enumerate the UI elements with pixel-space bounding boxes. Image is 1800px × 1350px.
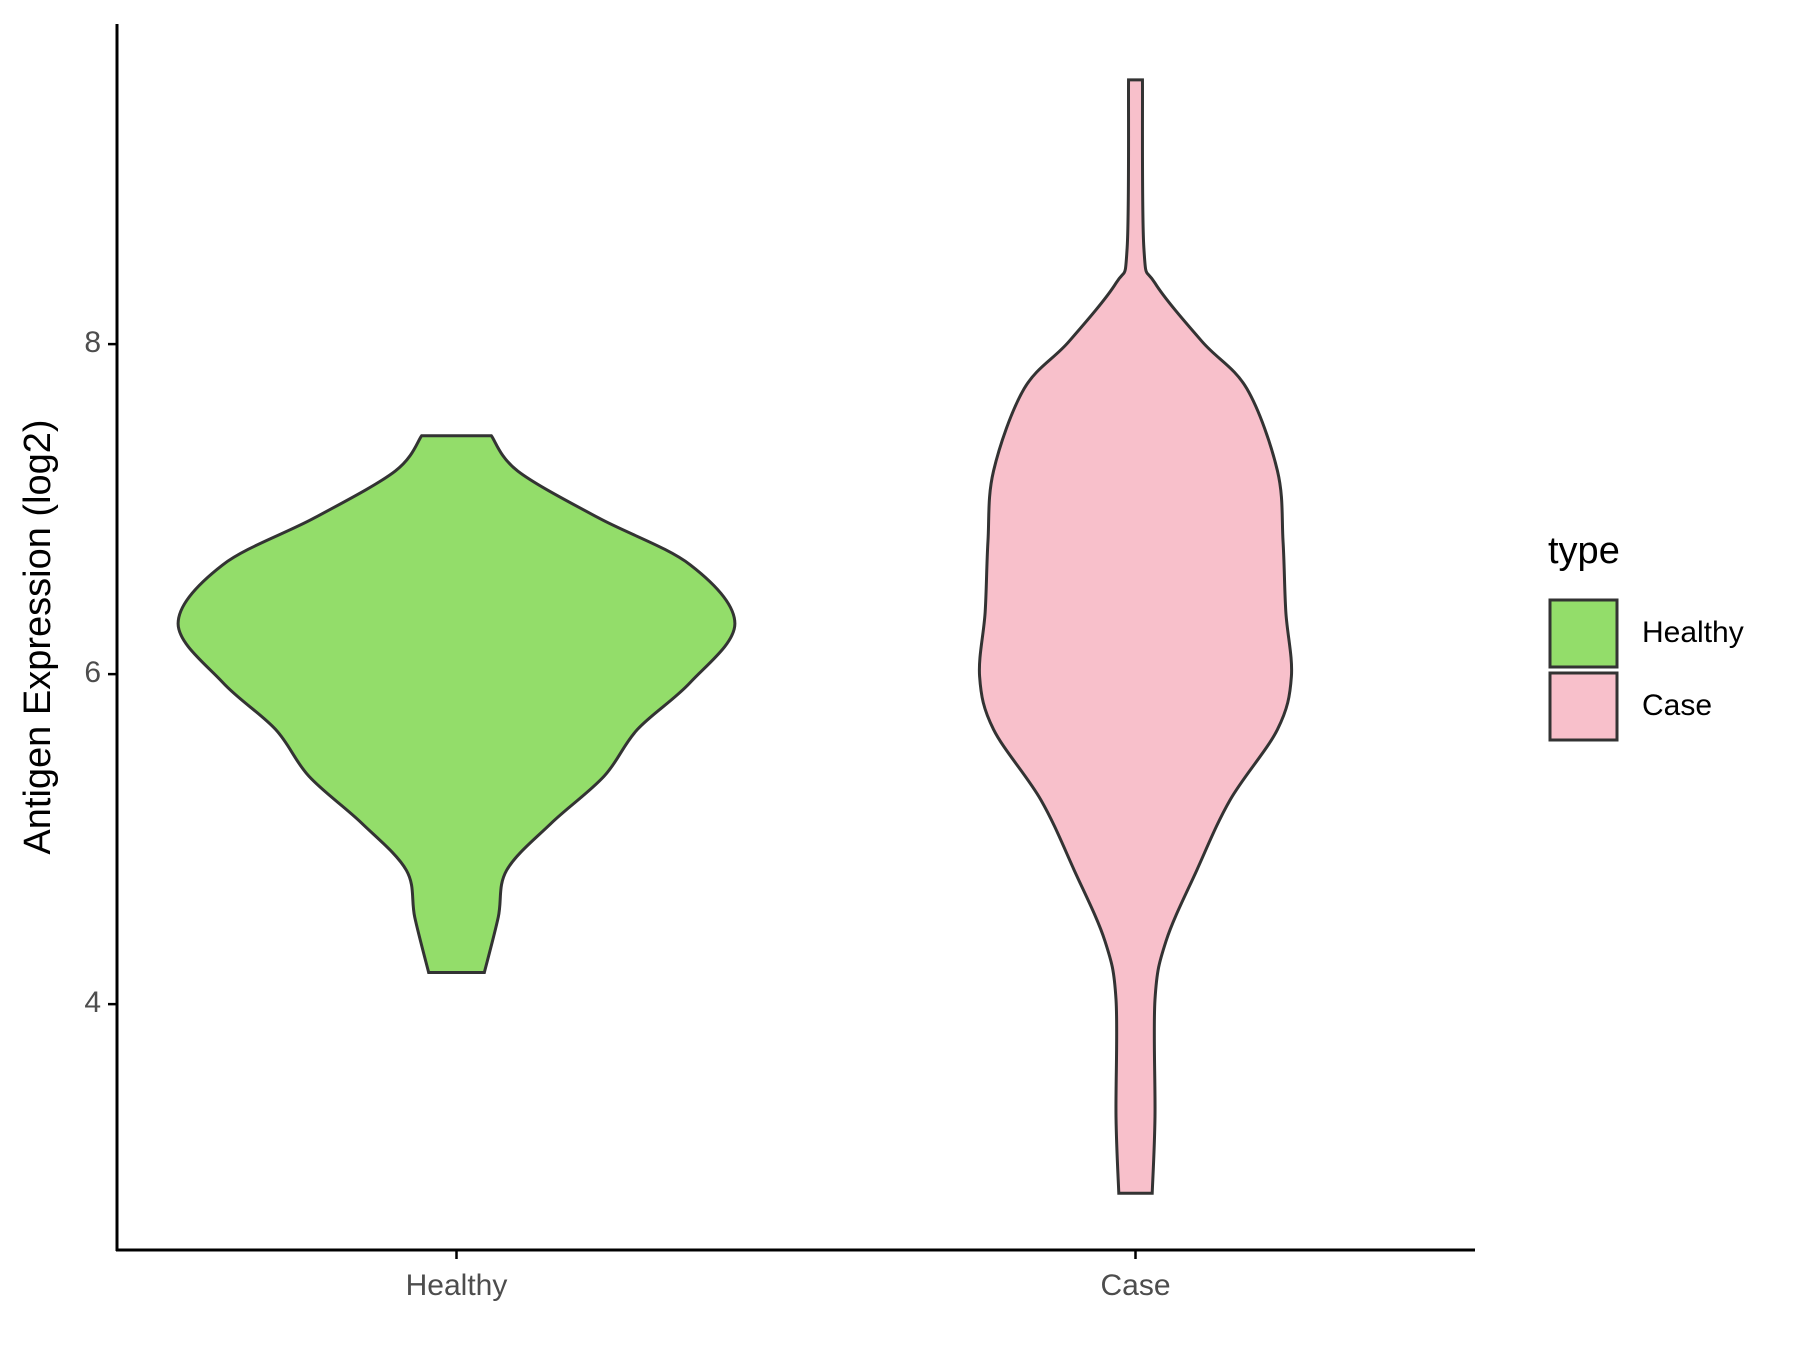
y-tick-label: 8 <box>84 326 101 359</box>
legend-key <box>1548 671 1619 742</box>
y-tick-label: 6 <box>84 656 101 689</box>
x-tick-label: Case <box>1100 1269 1170 1302</box>
legend-label: Healthy <box>1642 616 1744 649</box>
legend-key <box>1548 598 1619 669</box>
y-tick-label: 4 <box>84 986 101 1019</box>
violin <box>176 434 737 974</box>
y-axis-title: Antigen Expression (log2) <box>17 419 59 854</box>
legend-label: Case <box>1642 689 1712 722</box>
legend-title: type <box>1548 530 1620 572</box>
violin <box>977 78 1294 1195</box>
x-tick-label: Healthy <box>406 1269 508 1302</box>
